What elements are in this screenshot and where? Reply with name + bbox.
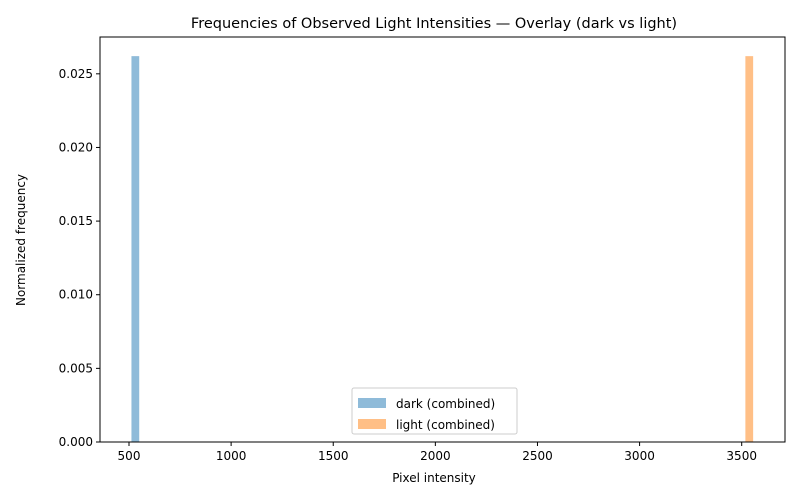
legend-label-light: light (combined)	[396, 418, 495, 432]
legend: dark (combined) light (combined)	[351, 387, 518, 435]
x-tick-label: 2500	[522, 449, 553, 463]
x-tick-label: 3000	[624, 449, 655, 463]
legend-swatch-dark	[358, 398, 386, 408]
x-axis-title: Pixel intensity	[392, 471, 476, 485]
x-axis: 500 1000 1500 2000 2500 3000 3500	[118, 442, 757, 463]
x-tick-label: 1000	[216, 449, 247, 463]
y-tick-label: 0.015	[59, 214, 93, 228]
x-tick-label: 1500	[318, 449, 349, 463]
y-tick-label: 0.005	[59, 361, 93, 375]
plot-frame	[99, 36, 786, 443]
bar-light-0	[745, 56, 754, 443]
y-axis-title: Normalized frequency	[14, 174, 28, 306]
y-tick-label: 0.010	[59, 288, 93, 302]
x-tick-label: 3500	[726, 449, 757, 463]
y-tick-label: 0.000	[59, 435, 93, 449]
bar-dark-0	[131, 56, 140, 443]
x-tick-label: 500	[118, 449, 141, 463]
legend-swatch-light	[358, 419, 386, 429]
y-tick-label: 0.020	[59, 140, 93, 154]
bars-layer	[131, 56, 754, 443]
chart-title: Frequencies of Observed Light Intensitie…	[191, 16, 677, 32]
x-tick-label: 2000	[420, 449, 451, 463]
y-axis: 0.000 0.005 0.010 0.015 0.020 0.025	[59, 67, 100, 449]
legend-label-dark: dark (combined)	[396, 397, 495, 411]
legend-frame	[351, 387, 518, 435]
y-tick-label: 0.025	[59, 67, 93, 81]
